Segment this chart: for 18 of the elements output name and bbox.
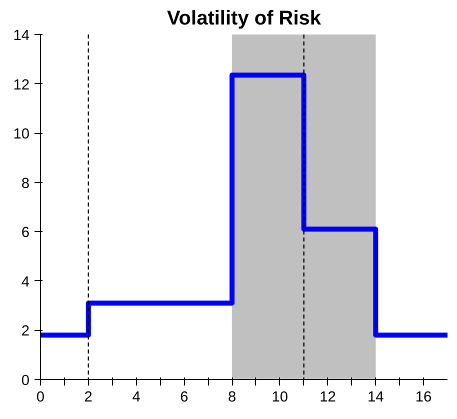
- y-tick-label: 0: [21, 373, 30, 389]
- x-tick-label: 12: [320, 390, 336, 406]
- y-tick-label: 4: [21, 274, 30, 290]
- chart-title: Volatility of Risk: [166, 8, 322, 30]
- y-tick-label: 10: [13, 126, 30, 143]
- x-tick-label: 4: [132, 390, 140, 406]
- x-tick-label: 6: [180, 390, 188, 406]
- x-tick-label: 8: [228, 390, 236, 406]
- x-tick-label: 0: [36, 390, 45, 406]
- y-tick-label: 6: [21, 225, 30, 242]
- x-tick-label: 2: [84, 390, 92, 406]
- y-tick-label: 2: [21, 324, 30, 340]
- y-tick-label: 8: [21, 176, 30, 192]
- x-tick-label: 16: [415, 390, 432, 406]
- y-tick-label: 14: [13, 28, 30, 44]
- y-tick-label: 12: [13, 77, 30, 94]
- x-tick-label: 14: [368, 390, 384, 406]
- x-tick-label: 10: [272, 390, 288, 406]
